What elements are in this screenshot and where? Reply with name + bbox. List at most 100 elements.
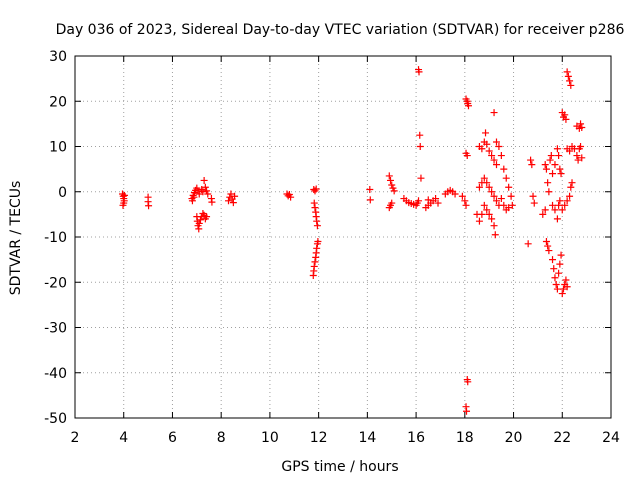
y-tick-label: -10 (44, 230, 67, 246)
data-points (119, 66, 586, 415)
data-point (196, 216, 204, 224)
data-point (224, 197, 232, 205)
x-axis-title: GPS time / hours (281, 459, 398, 475)
data-point (545, 247, 553, 255)
y-axis-title: SDTVAR / TECUs (8, 181, 24, 296)
data-point (566, 192, 574, 200)
data-point (558, 206, 566, 214)
data-point (578, 154, 586, 162)
data-point (567, 81, 575, 89)
data-point (482, 129, 490, 137)
data-point (199, 188, 207, 196)
data-point (145, 202, 153, 210)
data-point (388, 199, 396, 207)
data-point (562, 115, 570, 123)
y-tick-label: -30 (44, 321, 67, 337)
data-point (549, 170, 557, 178)
data-point (556, 197, 564, 205)
data-point (555, 152, 563, 160)
data-point (492, 197, 500, 205)
data-point (385, 172, 393, 180)
data-point (546, 156, 554, 164)
data-point (388, 181, 396, 189)
data-point (545, 188, 553, 196)
data-point (544, 179, 552, 187)
data-point (201, 183, 209, 191)
data-point (464, 102, 472, 110)
data-point (434, 199, 442, 207)
data-point (577, 143, 585, 150)
data-point (203, 213, 211, 221)
data-point (475, 217, 483, 225)
data-point (542, 238, 550, 246)
data-point (231, 192, 239, 200)
data-point (492, 161, 500, 169)
data-point (490, 109, 498, 117)
data-point (495, 143, 503, 150)
data-point (488, 215, 496, 223)
data-point (500, 165, 508, 173)
x-tick-label: 16 (407, 430, 425, 446)
data-point (557, 170, 565, 178)
data-point (312, 185, 320, 193)
data-point (561, 111, 569, 119)
data-point (366, 196, 374, 204)
data-point (458, 192, 466, 200)
data-point (416, 131, 424, 139)
data-point (478, 210, 486, 218)
data-point (310, 262, 318, 270)
x-tick-label: 8 (217, 430, 226, 446)
x-tick-label: 14 (358, 430, 376, 446)
data-point (194, 187, 202, 195)
data-point (544, 242, 552, 250)
data-point (416, 143, 424, 150)
data-point (497, 195, 505, 203)
y-tick-label: -20 (44, 275, 67, 291)
grid-lines (75, 56, 611, 418)
data-point (190, 193, 198, 201)
data-point (524, 240, 532, 248)
data-point (502, 174, 510, 182)
data-point (568, 179, 576, 187)
data-point (542, 165, 550, 173)
data-point (558, 290, 566, 298)
data-point (229, 199, 237, 207)
data-point (556, 165, 564, 173)
data-point (475, 183, 483, 191)
chart-title: Day 036 of 2023, Sidereal Day-to-day VTE… (56, 22, 625, 38)
data-point (390, 187, 398, 195)
data-point (573, 152, 581, 160)
data-point (539, 210, 547, 218)
data-point (507, 192, 515, 200)
data-point (559, 285, 567, 293)
data-point (485, 147, 493, 155)
data-point (491, 231, 499, 239)
data-point (310, 199, 318, 207)
data-point (566, 77, 574, 85)
data-point (551, 206, 559, 214)
x-tick-label: 20 (505, 430, 523, 446)
x-tick-label: 6 (168, 430, 177, 446)
data-point (561, 201, 569, 209)
data-point (432, 195, 440, 203)
data-point (500, 201, 508, 209)
data-point (227, 190, 235, 198)
data-point (528, 161, 536, 169)
data-point (508, 201, 516, 209)
data-point (313, 217, 321, 225)
y-tick-label: 30 (49, 49, 67, 65)
data-point (463, 407, 471, 415)
data-point (563, 197, 571, 205)
data-point (563, 283, 571, 291)
data-point (417, 174, 425, 182)
data-point (119, 201, 127, 209)
y-tick-label: 0 (58, 185, 67, 201)
y-tick-label: -40 (44, 366, 67, 382)
x-tick-label: 22 (553, 430, 571, 446)
y-tick-label: 10 (49, 140, 67, 156)
data-point (550, 265, 558, 273)
data-point (562, 276, 570, 284)
data-point (577, 120, 585, 128)
data-point (541, 161, 549, 169)
